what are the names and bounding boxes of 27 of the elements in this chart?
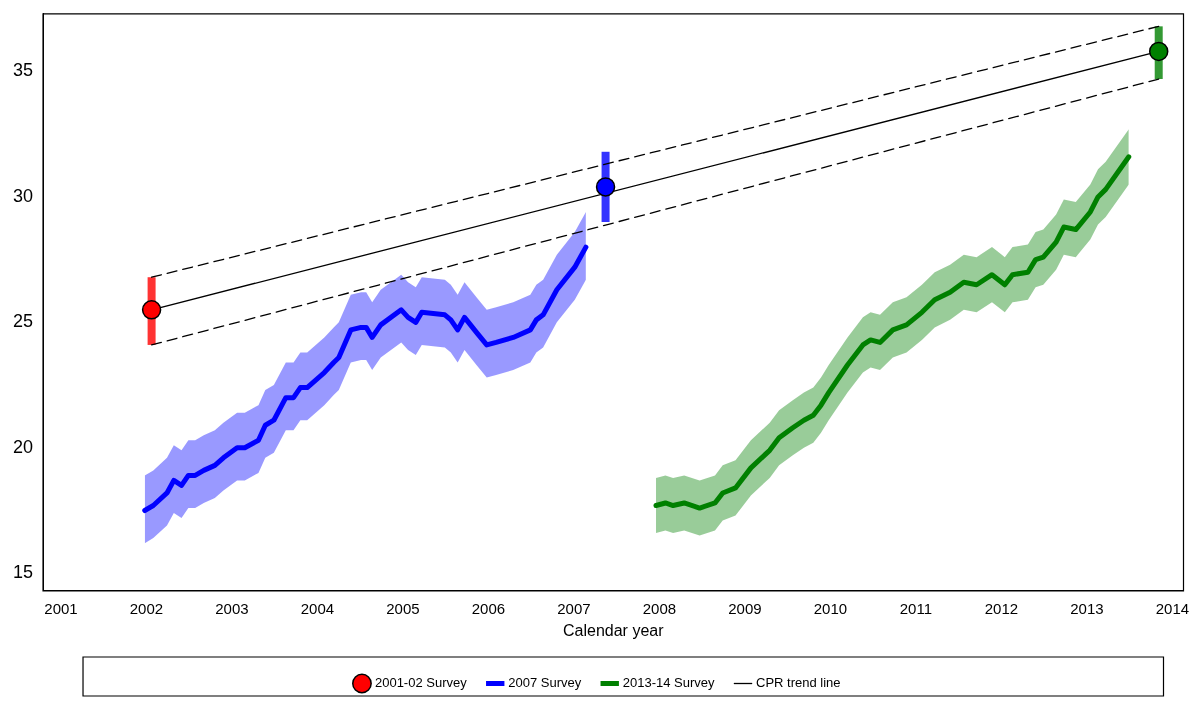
legend-label: 2007 Survey [508, 675, 582, 691]
x-tick-label: 2002 [129, 599, 164, 617]
x-tick-label: 2010 [813, 599, 848, 617]
y-tick-label: 25 [12, 311, 34, 332]
y-tick-label: 15 [12, 562, 34, 583]
y-tick-label: 20 [12, 436, 34, 457]
x-tick-label: 2007 [557, 599, 591, 617]
y-tick-label: 35 [12, 60, 34, 81]
x-tick-label: 2009 [728, 599, 762, 617]
x-tick-label: 2012 [984, 599, 1019, 617]
x-tick-label: 2013 [1070, 599, 1104, 617]
x-tick-label: 2008 [642, 599, 677, 617]
y-tick-label: 30 [12, 185, 34, 206]
legend-label: 2013-14 Survey [622, 675, 716, 691]
x-tick-label: 2003 [215, 599, 249, 617]
x-tick-label: 2005 [386, 599, 420, 617]
legend-label: 2001-02 Survey [374, 675, 468, 691]
x-axis-title: Calendar year [563, 621, 665, 639]
legend-label: CPR trend line [756, 675, 841, 691]
x-tick-label: 2014 [1155, 599, 1190, 617]
x-tick-label: 2011 [899, 599, 933, 617]
x-tick-label: 2006 [471, 599, 506, 617]
x-tick-label: 2001 [44, 599, 78, 617]
x-tick-label: 2004 [300, 599, 335, 617]
point [1148, 41, 1169, 62]
point [595, 177, 616, 197]
point [141, 300, 162, 320]
